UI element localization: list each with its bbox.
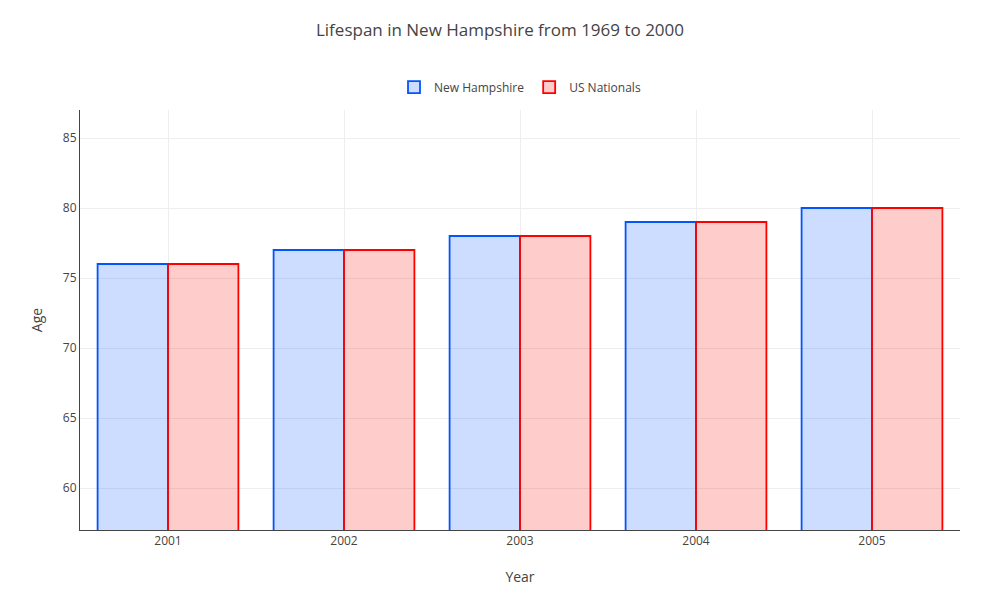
svg-text:70: 70 xyxy=(63,339,77,356)
svg-text:2003: 2003 xyxy=(506,532,534,549)
svg-text:2001: 2001 xyxy=(154,532,181,549)
svg-text:65: 65 xyxy=(63,409,77,426)
svg-text:80: 80 xyxy=(63,199,77,216)
svg-text:Age: Age xyxy=(27,308,46,332)
svg-text:2002: 2002 xyxy=(330,532,358,549)
svg-text:60: 60 xyxy=(63,479,77,496)
svg-text:75: 75 xyxy=(63,269,77,286)
svg-text:2005: 2005 xyxy=(858,532,886,549)
svg-text:Year: Year xyxy=(505,567,534,586)
svg-text:2004: 2004 xyxy=(682,532,710,549)
svg-text:85: 85 xyxy=(63,129,77,146)
svg-text:US Nationals: US Nationals xyxy=(569,79,641,96)
svg-text:New Hampshire: New Hampshire xyxy=(434,79,524,96)
svg-text:Lifespan in New Hampshire from: Lifespan in New Hampshire from 1969 to 2… xyxy=(316,18,684,41)
